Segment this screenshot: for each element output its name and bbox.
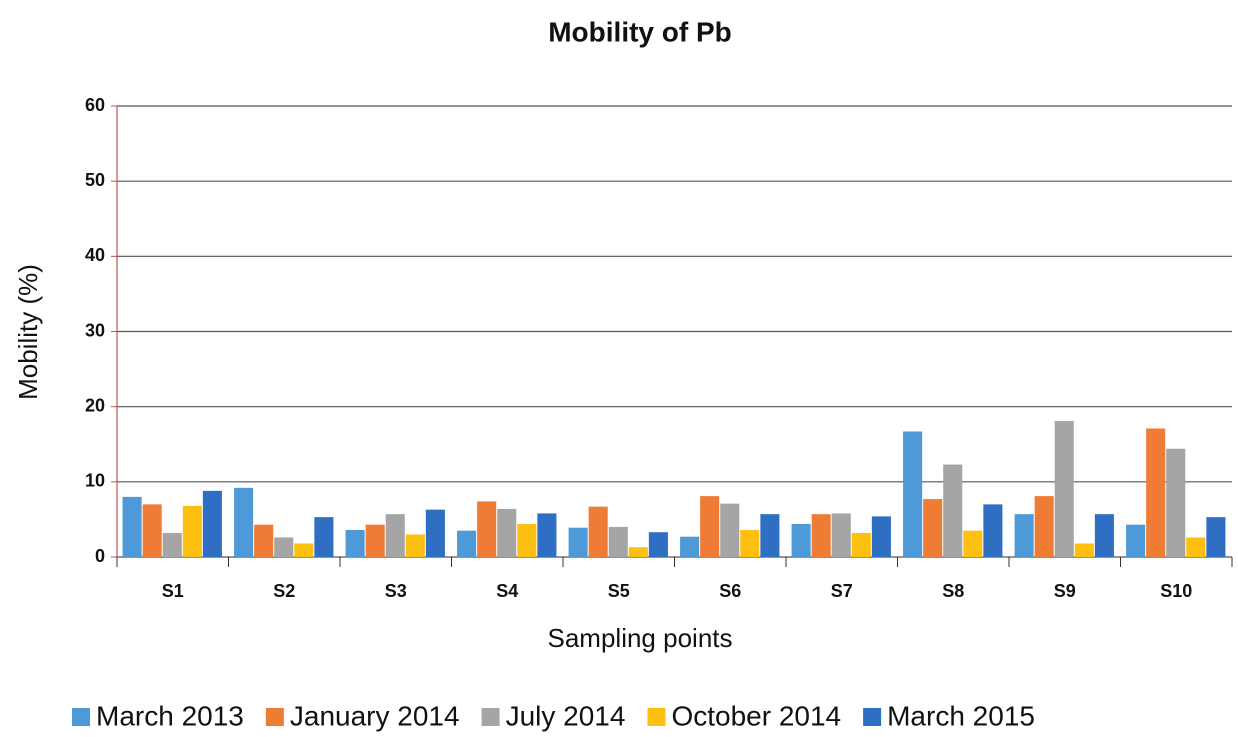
bar — [628, 547, 648, 557]
bar — [162, 532, 182, 557]
bar — [202, 490, 222, 557]
legend-label: July 2014 — [506, 700, 626, 731]
legend-swatch — [481, 708, 500, 726]
bar — [983, 504, 1003, 557]
x-tick-label: S3 — [385, 581, 407, 601]
bar — [903, 431, 923, 557]
x-tick-label: S2 — [273, 581, 295, 601]
bar — [588, 506, 608, 557]
legend-label: October 2014 — [671, 700, 841, 731]
bar — [963, 530, 983, 557]
bar — [648, 532, 668, 557]
bar — [1074, 543, 1094, 557]
bar — [385, 514, 405, 557]
bar — [142, 504, 162, 557]
bar — [254, 524, 274, 557]
bar — [1146, 428, 1166, 557]
legend-label: March 2015 — [887, 700, 1035, 731]
bar — [182, 505, 202, 557]
y-tick-label: 10 — [85, 471, 105, 491]
x-tick-label: S8 — [942, 581, 964, 601]
bar — [345, 529, 365, 557]
x-tick-label: S5 — [608, 581, 630, 601]
bar — [477, 501, 497, 557]
legend-swatch — [863, 708, 882, 726]
bar — [1034, 496, 1054, 557]
x-tick-label: S4 — [496, 581, 518, 601]
bar — [1206, 517, 1226, 557]
bar — [1186, 537, 1206, 557]
legend-swatch — [265, 708, 284, 726]
bar — [1054, 420, 1074, 557]
x-tick-label: S10 — [1160, 581, 1192, 601]
y-tick-label: 60 — [85, 95, 105, 115]
y-axis-label: Mobility (%) — [13, 264, 43, 400]
bar — [294, 543, 314, 557]
x-tick-label: S9 — [1054, 581, 1076, 601]
bar — [537, 513, 557, 557]
bar — [831, 513, 851, 557]
bar — [122, 496, 142, 557]
bar — [680, 536, 700, 557]
x-tick-label: S6 — [719, 581, 741, 601]
bar — [497, 508, 517, 557]
bar — [1126, 524, 1146, 557]
y-tick-label: 50 — [85, 170, 105, 190]
bar — [234, 487, 254, 557]
legend-swatch — [647, 708, 666, 726]
bar — [568, 527, 588, 557]
chart-title: Mobility of Pb — [548, 16, 732, 47]
bar — [871, 516, 891, 557]
bar — [457, 530, 477, 557]
bar — [811, 514, 831, 557]
bar — [365, 524, 385, 557]
legend-label: March 2013 — [96, 700, 244, 731]
y-tick-label: 0 — [95, 546, 105, 566]
x-tick-label: S7 — [831, 581, 853, 601]
y-tick-label: 30 — [85, 320, 105, 340]
bar — [1094, 514, 1114, 557]
bar — [851, 532, 871, 557]
bar — [405, 534, 425, 557]
y-tick-label: 40 — [85, 245, 105, 265]
bar — [923, 499, 943, 557]
bar — [740, 529, 760, 557]
legend-swatch — [72, 708, 90, 726]
bar — [517, 523, 537, 557]
x-axis-label: Sampling points — [548, 623, 733, 653]
bar — [760, 514, 780, 557]
bar — [700, 496, 720, 557]
bar — [720, 503, 740, 557]
y-tick-label: 20 — [85, 395, 105, 415]
bar — [943, 464, 963, 557]
bar — [1166, 448, 1186, 557]
bar — [791, 523, 811, 557]
legend-label: January 2014 — [290, 700, 460, 731]
bar — [1014, 514, 1034, 557]
bar — [274, 537, 294, 557]
x-tick-label: S1 — [162, 581, 184, 601]
bar — [314, 517, 334, 557]
bar — [425, 509, 445, 557]
bar — [608, 526, 628, 557]
